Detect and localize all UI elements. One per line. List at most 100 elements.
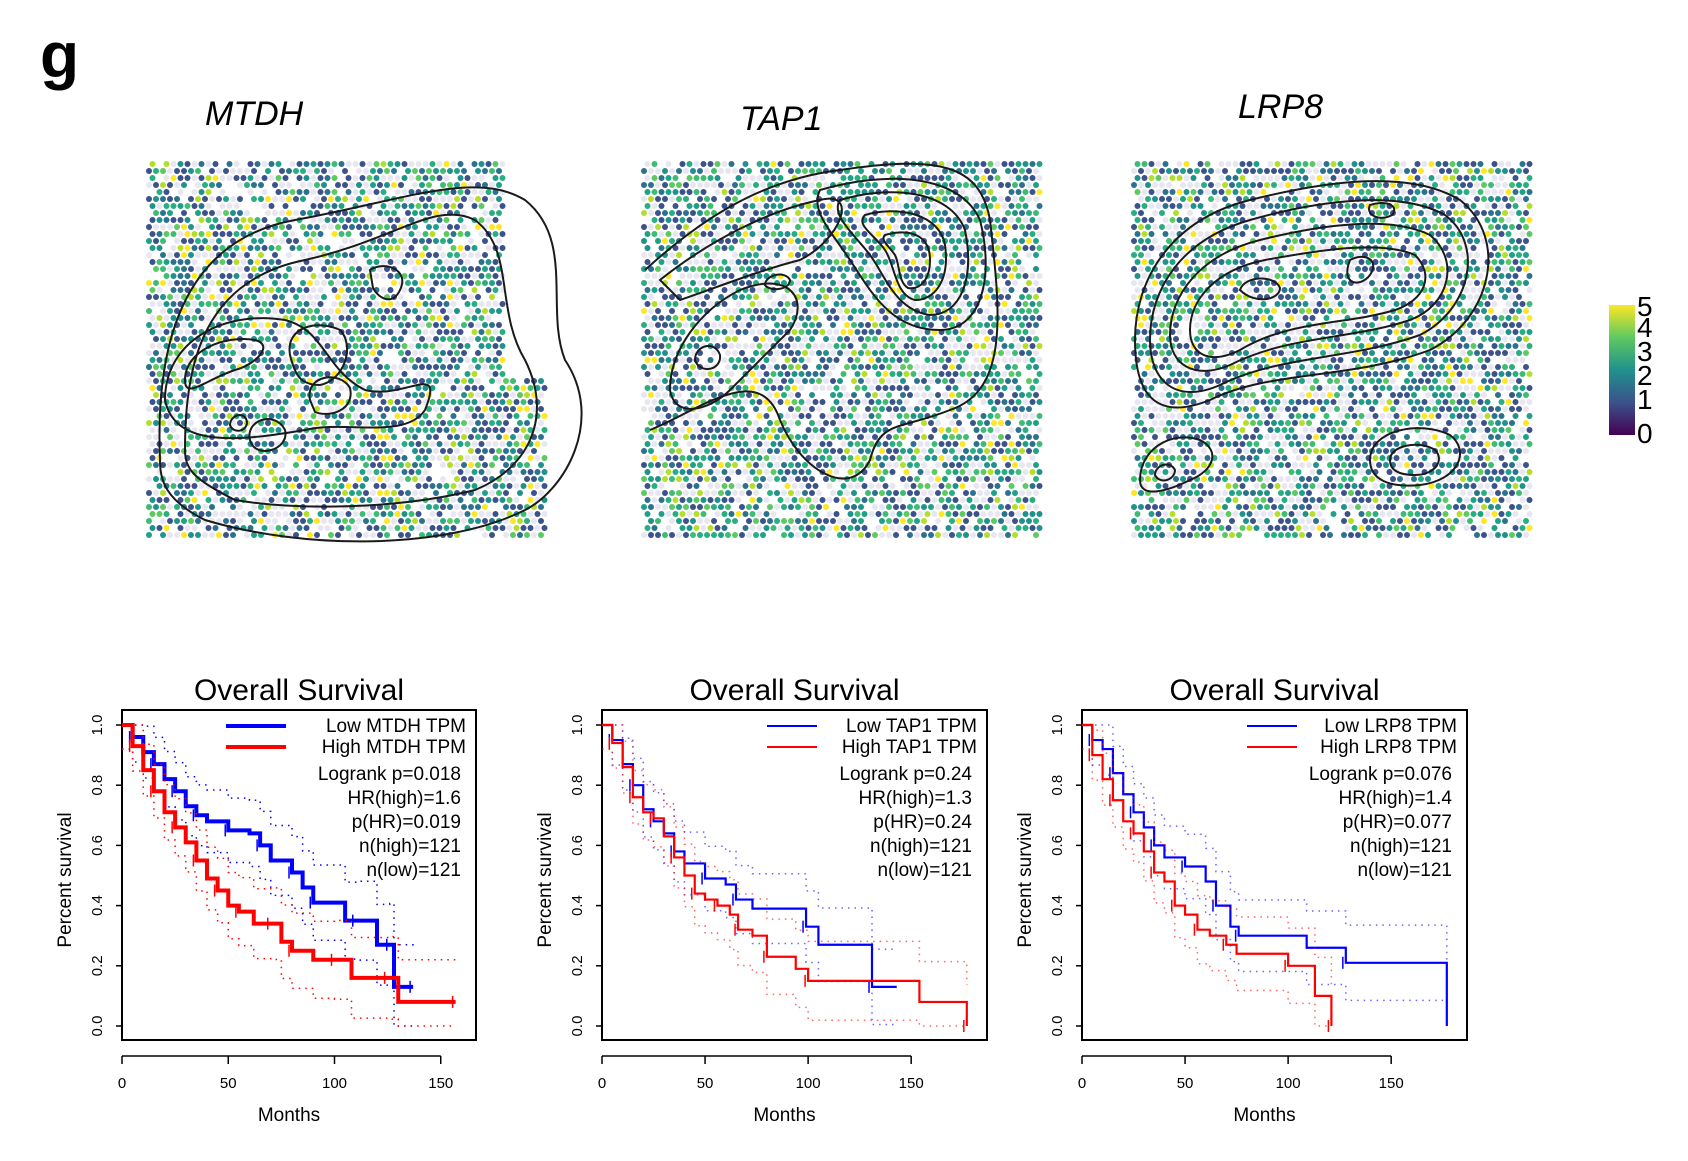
spot [1008,161,1015,167]
spot [742,189,749,195]
spot [401,217,408,223]
spot [230,392,236,398]
spot [651,413,658,419]
spot [917,189,924,195]
spot [739,448,745,454]
spot [226,203,233,209]
spot [377,238,383,244]
spot [153,378,159,384]
spot [1026,378,1032,384]
spot [914,280,920,286]
spot [655,266,661,272]
spot [952,315,959,321]
spot [440,266,446,272]
spot [366,245,373,251]
spot [342,322,348,328]
spot [812,175,819,181]
spot [1001,203,1008,209]
spot [854,413,861,419]
spot [160,448,166,454]
spot [1026,294,1032,300]
spot [478,315,485,321]
spot [816,448,822,454]
spot [777,469,784,475]
spot [875,343,882,349]
spot [450,343,457,349]
spot [847,161,854,167]
spot [219,427,226,433]
spot [254,329,261,335]
spot [1005,182,1011,188]
spot [405,518,411,524]
spot [966,455,973,461]
spot [921,406,927,412]
spot [1036,399,1043,405]
spot [683,224,689,230]
spot [914,252,920,258]
spot [464,343,471,349]
spot [230,378,236,384]
spot [440,336,446,342]
spot [363,476,369,482]
spot [917,483,924,489]
spot [454,434,460,440]
spot [426,420,432,426]
spot [763,231,770,237]
spot [651,189,658,195]
spot [195,210,201,216]
spot [823,280,829,286]
spot [405,210,411,216]
spot [711,490,717,496]
spot [795,238,801,244]
spot [202,350,208,356]
spot [833,385,840,391]
spot [244,322,250,328]
spot [422,175,429,181]
spot [268,357,275,363]
spot [415,469,422,475]
spot [973,441,980,447]
spot [777,455,784,461]
spot [931,231,938,237]
spot [644,399,651,405]
spatial-spots [641,161,1043,538]
spot [1012,364,1018,370]
spot [711,462,717,468]
spot [272,252,278,258]
spot [478,441,485,447]
spot [1012,490,1018,496]
spot [478,273,485,279]
spot [160,336,166,342]
spot [202,252,208,258]
spot [296,161,303,167]
spot [310,343,317,349]
spot [707,357,714,363]
spot [693,343,700,349]
spot [485,399,492,405]
spot [412,238,418,244]
spot [443,399,450,405]
spot [816,434,822,440]
spot [233,273,240,279]
spot [837,266,843,272]
spot [683,350,689,356]
spot [805,287,812,293]
spot [809,420,815,426]
spot [282,413,289,419]
spot [812,385,819,391]
spot [840,497,847,503]
spot [265,350,271,356]
spot [959,469,966,475]
spot [244,378,250,384]
spot [868,497,875,503]
spot [714,385,721,391]
spot [247,525,254,531]
spot [419,532,425,538]
spot [1036,441,1043,447]
spot [373,455,380,461]
spot [833,287,840,293]
spot [928,308,934,314]
spot [258,252,264,258]
spot [429,343,436,349]
spot [795,392,801,398]
